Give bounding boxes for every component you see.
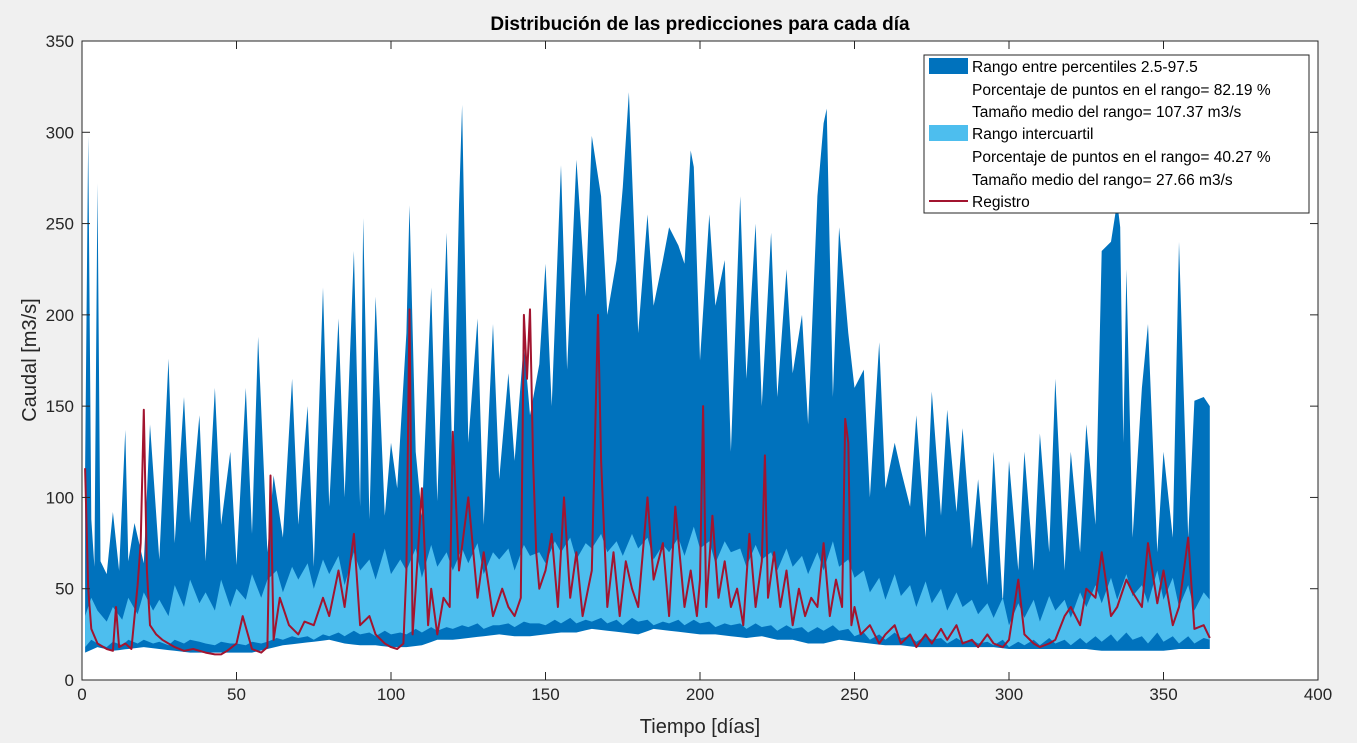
y-tick-label: 0 xyxy=(65,671,74,690)
y-tick-label: 100 xyxy=(46,488,74,507)
x-tick-label: 50 xyxy=(227,685,246,704)
legend-entry-interquartile-coverage: Porcentaje de puntos en el rango= 40.27 … xyxy=(972,149,1271,166)
x-axis-label: Tiempo [días] xyxy=(640,716,760,738)
axes-layer: 0 50 100 150 200 250 300 350 400 0 50 100 150 200 250 3… xyxy=(46,32,1333,704)
y-tick-label: 350 xyxy=(46,32,74,51)
x-tick-label: 400 xyxy=(1304,685,1332,704)
chart-title: Distribución de las predicciones para ca… xyxy=(490,14,910,35)
legend-entry-registro: Registro xyxy=(972,194,1030,211)
y-tick-label: 250 xyxy=(46,215,74,234)
legend-swatch-interquartile-band xyxy=(929,125,968,141)
y-tick-label: 200 xyxy=(46,306,74,325)
legend: Rango entre percentiles 2.5-97.5 Porcent… xyxy=(923,54,1310,214)
y-axis-label: Caudal [m3/s] xyxy=(19,298,41,421)
percentile-band-area xyxy=(85,92,1210,653)
x-tick-label: 0 xyxy=(77,685,86,704)
y-tick-label: 150 xyxy=(46,397,74,416)
x-tick-label: 300 xyxy=(995,685,1023,704)
legend-entry-interquartile-width: Tamaño medio del rango= 27.66 m3/s xyxy=(972,172,1233,189)
y-tick-label: 300 xyxy=(46,123,74,142)
legend-entry-percentile-coverage: Porcentaje de puntos en el rango= 82.19 … xyxy=(972,82,1271,99)
x-tick-label: 350 xyxy=(1149,685,1177,704)
interquartile-band-area xyxy=(85,526,1210,648)
legend-entry-percentile-band: Rango entre percentiles 2.5-97.5 xyxy=(972,59,1198,76)
y-tick-label: 50 xyxy=(55,580,74,599)
registro-line xyxy=(84,308,1211,656)
legend-entry-percentile-width: Tamaño medio del rango= 107.37 m3/s xyxy=(972,104,1242,121)
x-tick-label: 250 xyxy=(840,685,868,704)
x-tick-label: 100 xyxy=(377,685,405,704)
data-layer xyxy=(84,92,1211,656)
legend-entry-interquartile-band: Rango intercuartil xyxy=(972,126,1093,143)
legend-swatch-percentile-band xyxy=(929,58,968,74)
x-tick-label: 200 xyxy=(686,685,714,704)
x-tick-label: 150 xyxy=(531,685,559,704)
legend-box xyxy=(923,54,1310,214)
